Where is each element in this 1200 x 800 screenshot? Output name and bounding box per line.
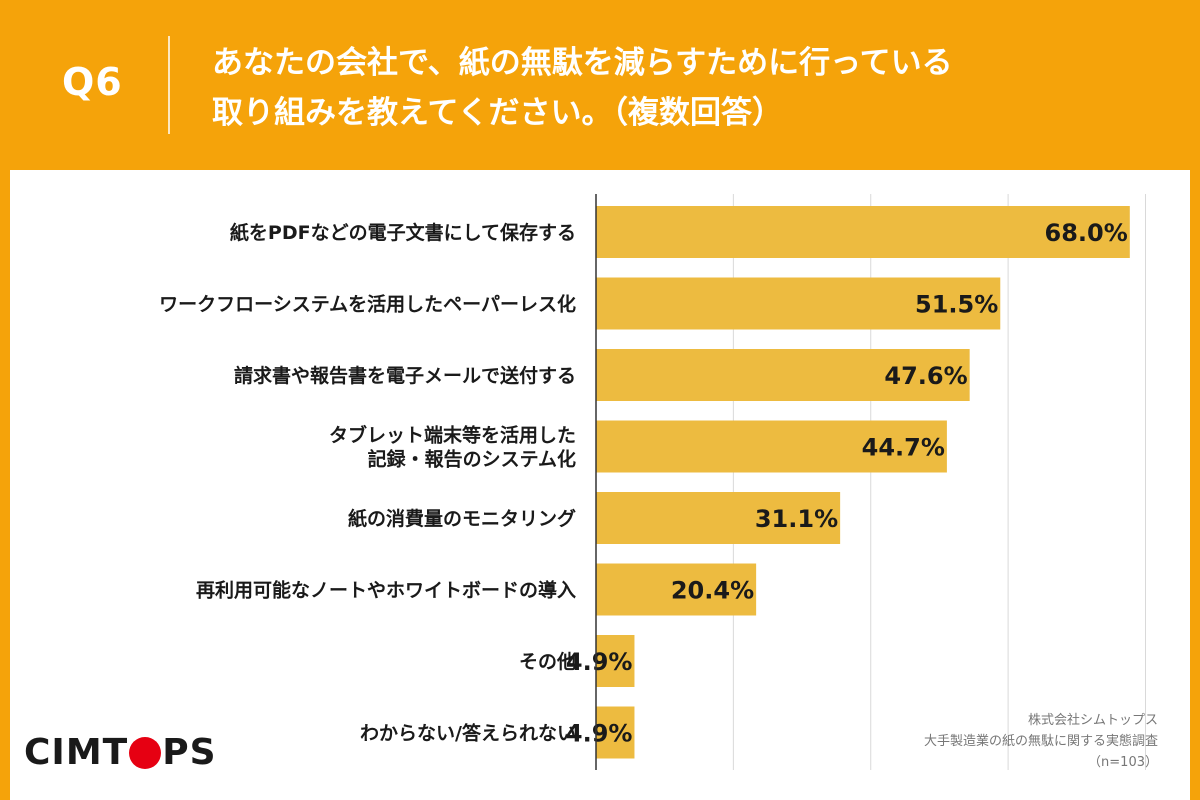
category-label: 紙をPDFなどの電子文書にして保存する (230, 221, 576, 244)
source-note: 株式会社シムトップス 大手製造業の紙の無駄に関する実態調査 （n=103） (758, 710, 1158, 773)
bar (596, 420, 947, 473)
question-line-2: 取り組みを教えてください。（複数回答） (212, 95, 784, 131)
bar (596, 492, 841, 544)
cimtops-logo: CIMT PS (24, 732, 217, 773)
source-survey: 大手製造業の紙の無駄に関する実態調査 (923, 734, 1158, 749)
bar (596, 349, 970, 401)
bar-value-label: 31.1% (755, 505, 838, 533)
source-company: 株式会社シムトップス (1027, 713, 1158, 728)
bar (596, 706, 635, 759)
chart-panel (10, 170, 1190, 800)
category-label: その他 (519, 650, 576, 673)
bar (596, 277, 1001, 330)
header-divider (168, 36, 170, 134)
question-number: Q6 (62, 60, 123, 104)
logo-text-start: CIMT (24, 732, 129, 773)
bar-value-label: 4.9% (566, 648, 633, 676)
bar (596, 563, 757, 616)
bar-value-label: 47.6% (884, 362, 967, 390)
bar-value-label: 20.4% (671, 577, 754, 605)
category-label: 請求書や報告書を電子メールで送付する (234, 364, 576, 387)
source-sample-size: （n=103） (1088, 755, 1158, 770)
category-label: 紙の消費量のモニタリング (348, 507, 576, 530)
bar-value-label: 44.7% (862, 434, 945, 462)
question-text: あなたの会社で、紙の無駄を減らすために行っている 取り組みを教えてください。（複… (212, 38, 1172, 138)
question-line-1: あなたの会社で、紙の無駄を減らすために行っている (212, 45, 953, 81)
bar-value-label: 68.0% (1045, 219, 1128, 247)
bar-value-label: 4.9% (566, 720, 633, 748)
category-label: 再利用可能なノートやホワイトボードの導入 (196, 579, 576, 602)
category-label: わからない/答えられない (360, 722, 576, 745)
logo-text-end: PS (162, 732, 217, 773)
bar (596, 206, 1130, 258)
bar-value-label: 51.5% (915, 291, 998, 319)
bar (596, 635, 635, 687)
header: Q6 あなたの会社で、紙の無駄を減らすために行っている 取り組みを教えてください… (0, 0, 1200, 160)
logo-red-circle (129, 736, 162, 769)
category-label: タブレット端末等を活用した (329, 424, 576, 447)
category-label: 記録・報告のシステム化 (368, 448, 576, 471)
category-label: ワークフローシステムを活用したペーパーレス化 (159, 293, 576, 316)
